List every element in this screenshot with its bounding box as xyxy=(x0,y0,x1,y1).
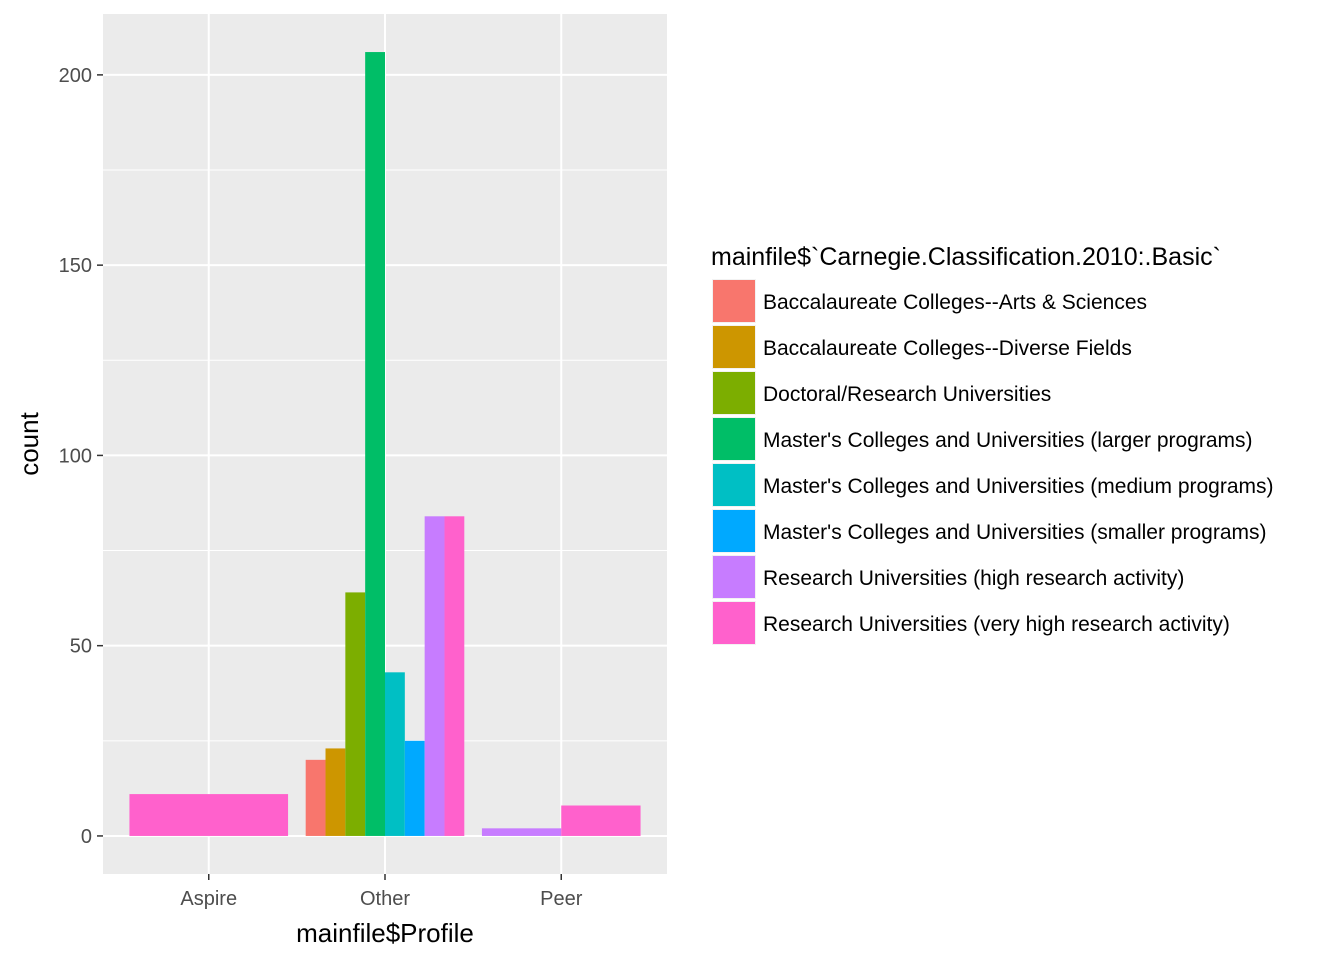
legend-key xyxy=(713,418,755,460)
y-tick-label: 0 xyxy=(81,826,92,848)
bar xyxy=(385,672,405,836)
x-tick-label: Other xyxy=(360,888,410,910)
y-axis-title: count xyxy=(14,411,44,475)
legend-key xyxy=(713,464,755,506)
bar xyxy=(365,52,385,836)
bar xyxy=(444,516,465,836)
bar xyxy=(561,805,641,836)
bar xyxy=(325,748,346,836)
legend-label: Baccalaureate Colleges--Diverse Fields xyxy=(763,337,1132,360)
y-tick-label: 150 xyxy=(59,255,92,277)
legend-label: Master's Colleges and Universities (larg… xyxy=(763,429,1253,452)
legend-label: Master's Colleges and Universities (smal… xyxy=(763,521,1267,544)
x-tick-label: Aspire xyxy=(180,888,237,910)
bar xyxy=(404,740,425,836)
axis-ticks: 0 50 100 150 200 Aspire Other Peer xyxy=(59,65,583,910)
legend-items: Baccalaureate Colleges--Arts & Sciences B… xyxy=(712,279,1274,645)
legend: mainfile$`Carnegie.Classification.2010:.… xyxy=(711,243,1274,645)
bar xyxy=(305,759,326,836)
bar xyxy=(129,794,289,836)
bar xyxy=(481,828,562,836)
legend-label: Baccalaureate Colleges--Arts & Sciences xyxy=(763,291,1147,314)
legend-key xyxy=(713,556,755,598)
y-tick-label: 200 xyxy=(59,65,92,87)
legend-label: Master's Colleges and Universities (medi… xyxy=(763,475,1274,498)
legend-title: mainfile$`Carnegie.Classification.2010:.… xyxy=(711,243,1221,271)
legend-key xyxy=(713,280,755,322)
bars xyxy=(129,52,641,836)
legend-label: Research Universities (high research act… xyxy=(763,567,1184,590)
legend-label: Research Universities (very high researc… xyxy=(763,613,1230,636)
legend-key xyxy=(713,510,755,552)
y-tick-label: 100 xyxy=(59,445,92,467)
bar xyxy=(424,516,445,836)
legend-key xyxy=(713,372,755,414)
bar xyxy=(345,592,366,836)
legend-label: Doctoral/Research Universities xyxy=(763,383,1051,406)
y-tick-label: 50 xyxy=(70,636,92,658)
legend-key xyxy=(713,326,755,368)
legend-key xyxy=(713,602,755,644)
x-axis-title: mainfile$Profile xyxy=(296,918,474,948)
x-tick-label: Peer xyxy=(540,888,583,910)
